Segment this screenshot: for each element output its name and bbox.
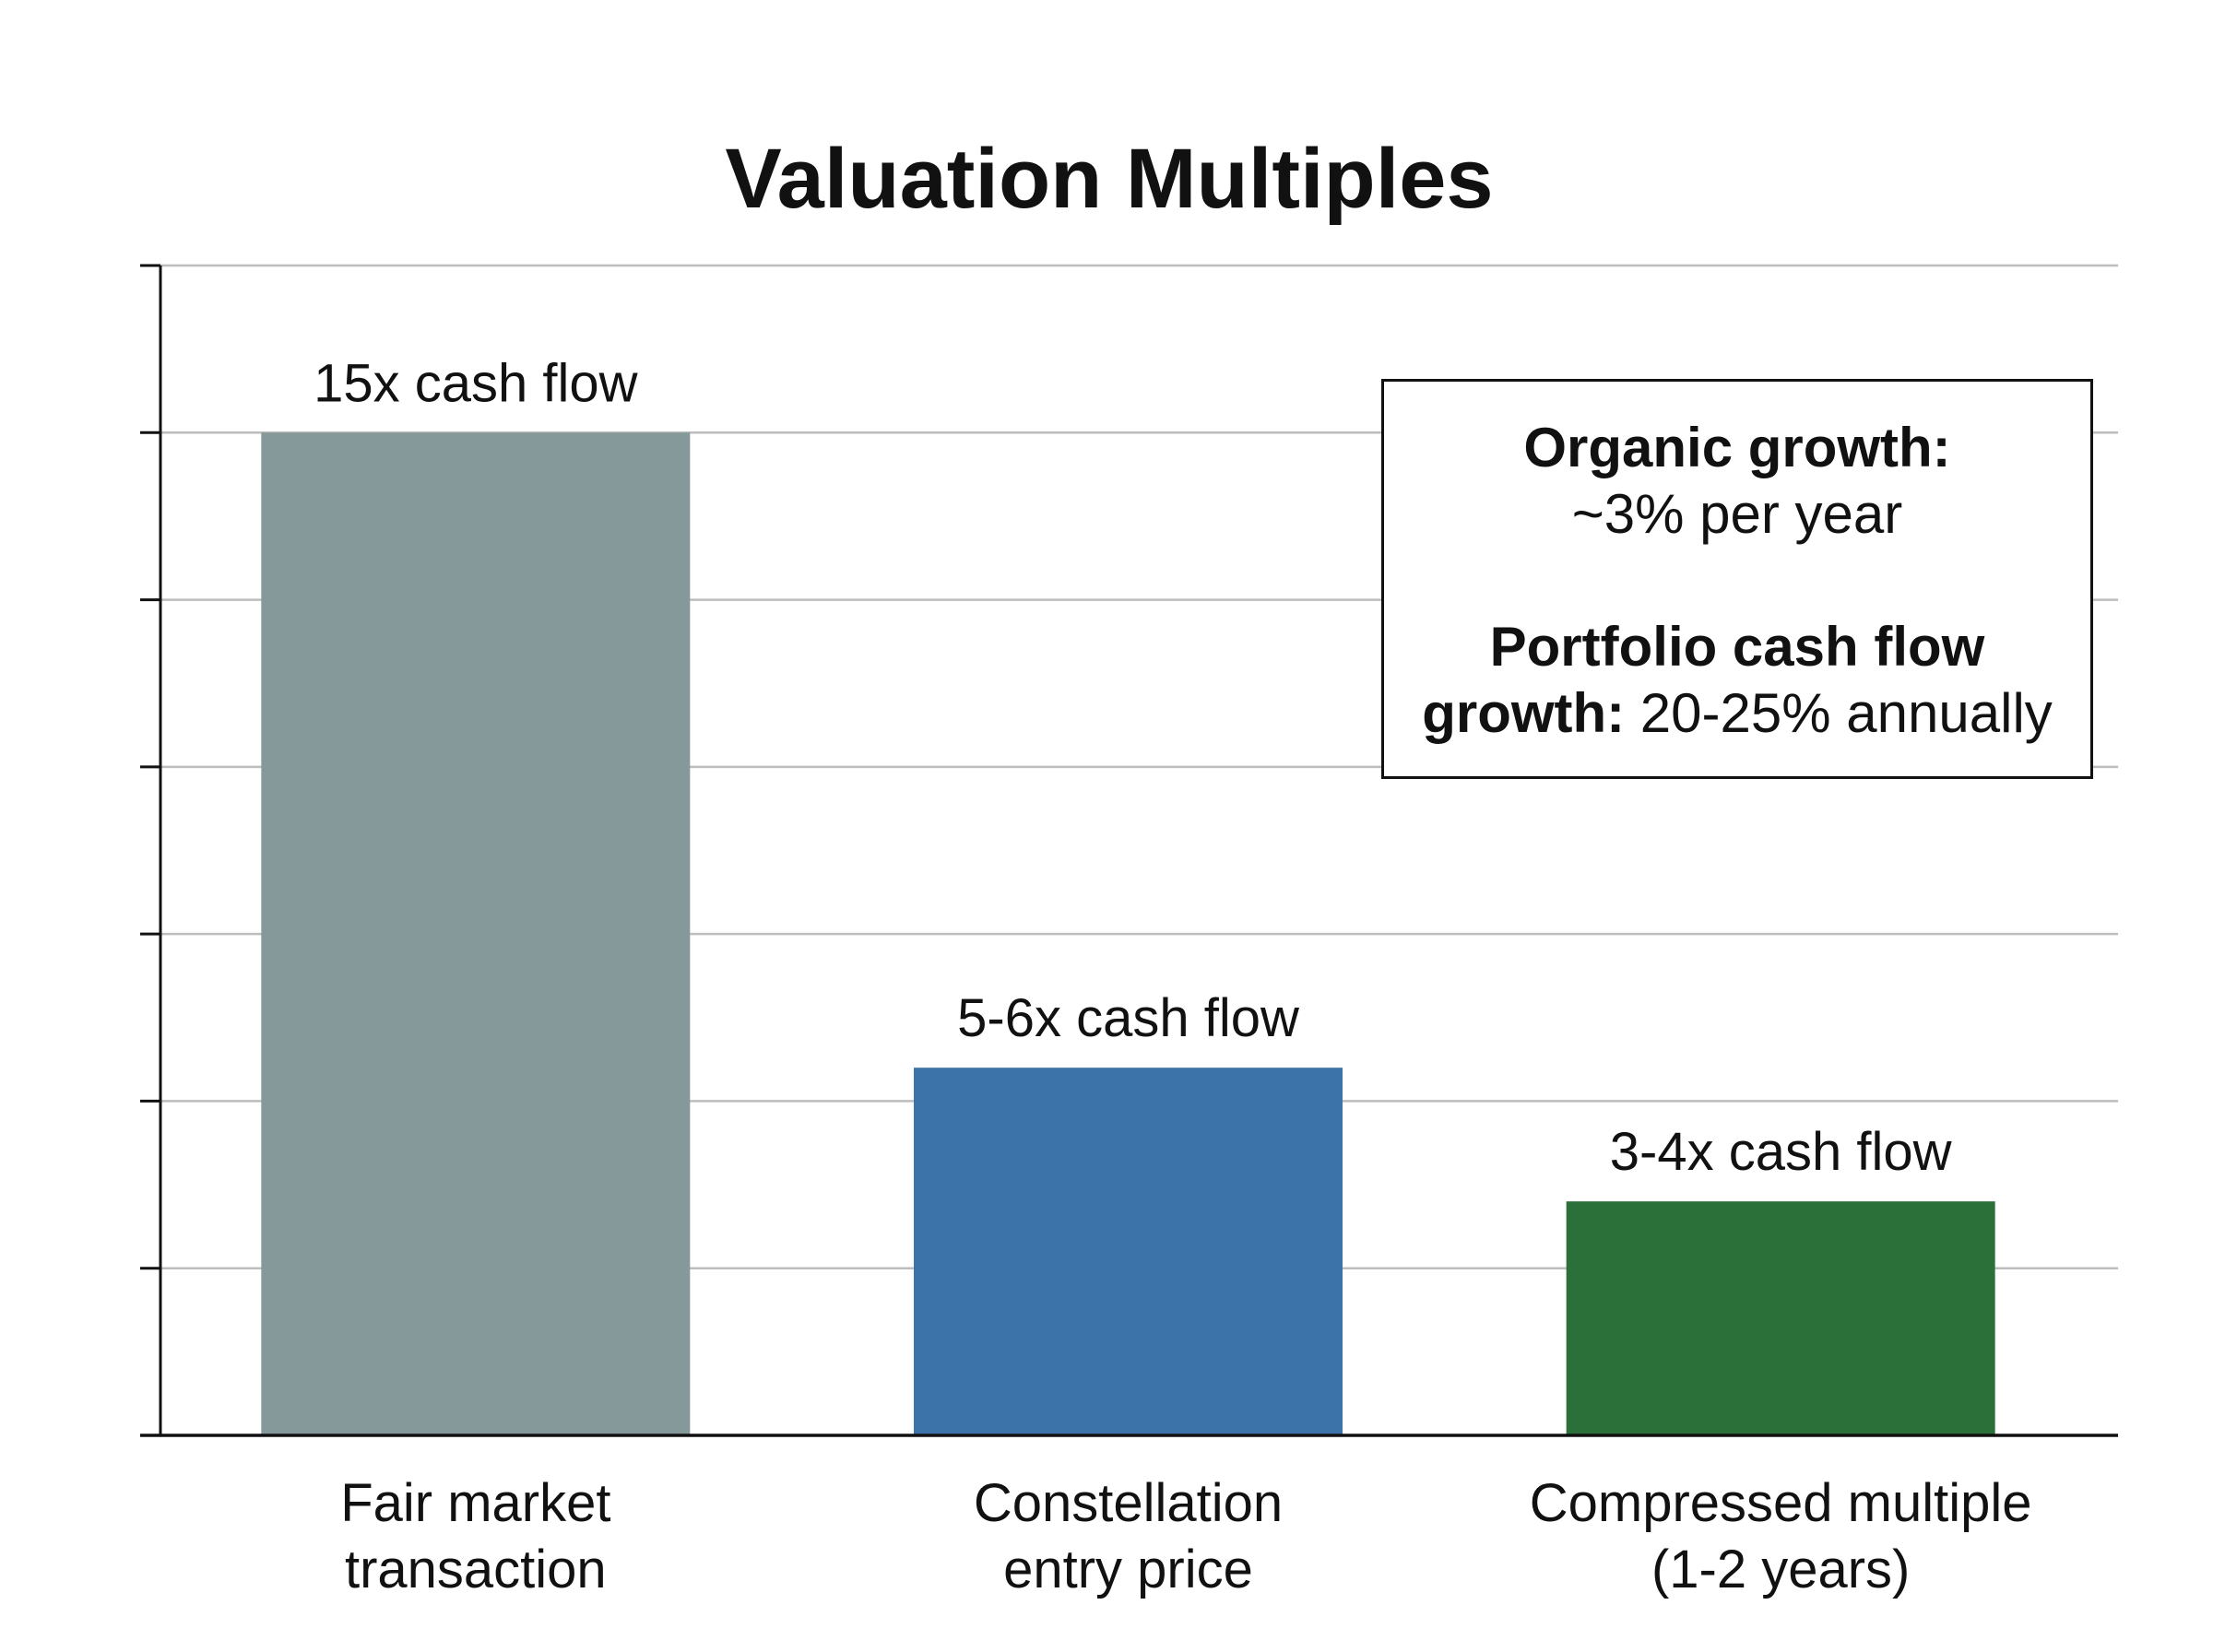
category-labels: Fair market transaction Constellation entry… <box>340 1473 2031 1599</box>
category-label: Fair market <box>340 1473 610 1533</box>
category-label: Constellation <box>974 1473 1283 1533</box>
bar <box>261 432 691 1436</box>
annotation-organic-growth-label: Organic growth: <box>1523 417 1951 478</box>
annotation-box: Organic growth: ~3% per year Portfolio c… <box>1381 379 2093 779</box>
category-label: Compressed multiple <box>1530 1473 2032 1533</box>
data-labels: 15x cash flow 5-6x cash flow 3-4x cash flo… <box>314 353 1953 1182</box>
data-label: 3-4x cash flow <box>1610 1122 1953 1182</box>
annotation-organic-growth-value: ~3% per year <box>1571 483 1903 545</box>
annotation-portfolio-growth-label: Portfolio cash flow <box>1489 616 1985 678</box>
bars <box>261 432 1995 1436</box>
annotation-portfolio-growth-value: 20-25% annually <box>1625 682 2053 744</box>
category-label: (1-2 years) <box>1651 1540 1910 1599</box>
annotation-portfolio-growth-label-cont: growth: <box>1422 682 1626 744</box>
data-label: 15x cash flow <box>314 353 639 413</box>
axes <box>140 264 2118 1437</box>
bar <box>914 1068 1343 1435</box>
data-label: 5-6x cash flow <box>957 988 1300 1048</box>
chart-title: Valuation Multiples <box>725 132 1493 226</box>
category-label: transaction <box>345 1540 607 1599</box>
category-label: entry price <box>1003 1540 1253 1599</box>
bar <box>1566 1201 1995 1435</box>
